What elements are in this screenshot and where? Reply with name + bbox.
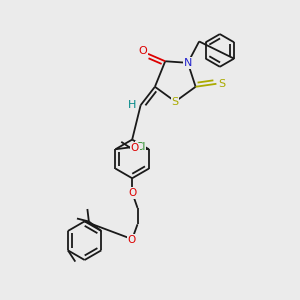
Text: O: O — [128, 188, 136, 198]
Text: O: O — [128, 235, 136, 245]
Text: N: N — [184, 58, 192, 68]
Text: S: S — [218, 79, 225, 89]
Text: Cl: Cl — [135, 142, 146, 152]
Text: O: O — [131, 143, 139, 153]
Text: H: H — [128, 100, 136, 110]
Text: S: S — [172, 97, 179, 106]
Text: O: O — [138, 46, 147, 56]
